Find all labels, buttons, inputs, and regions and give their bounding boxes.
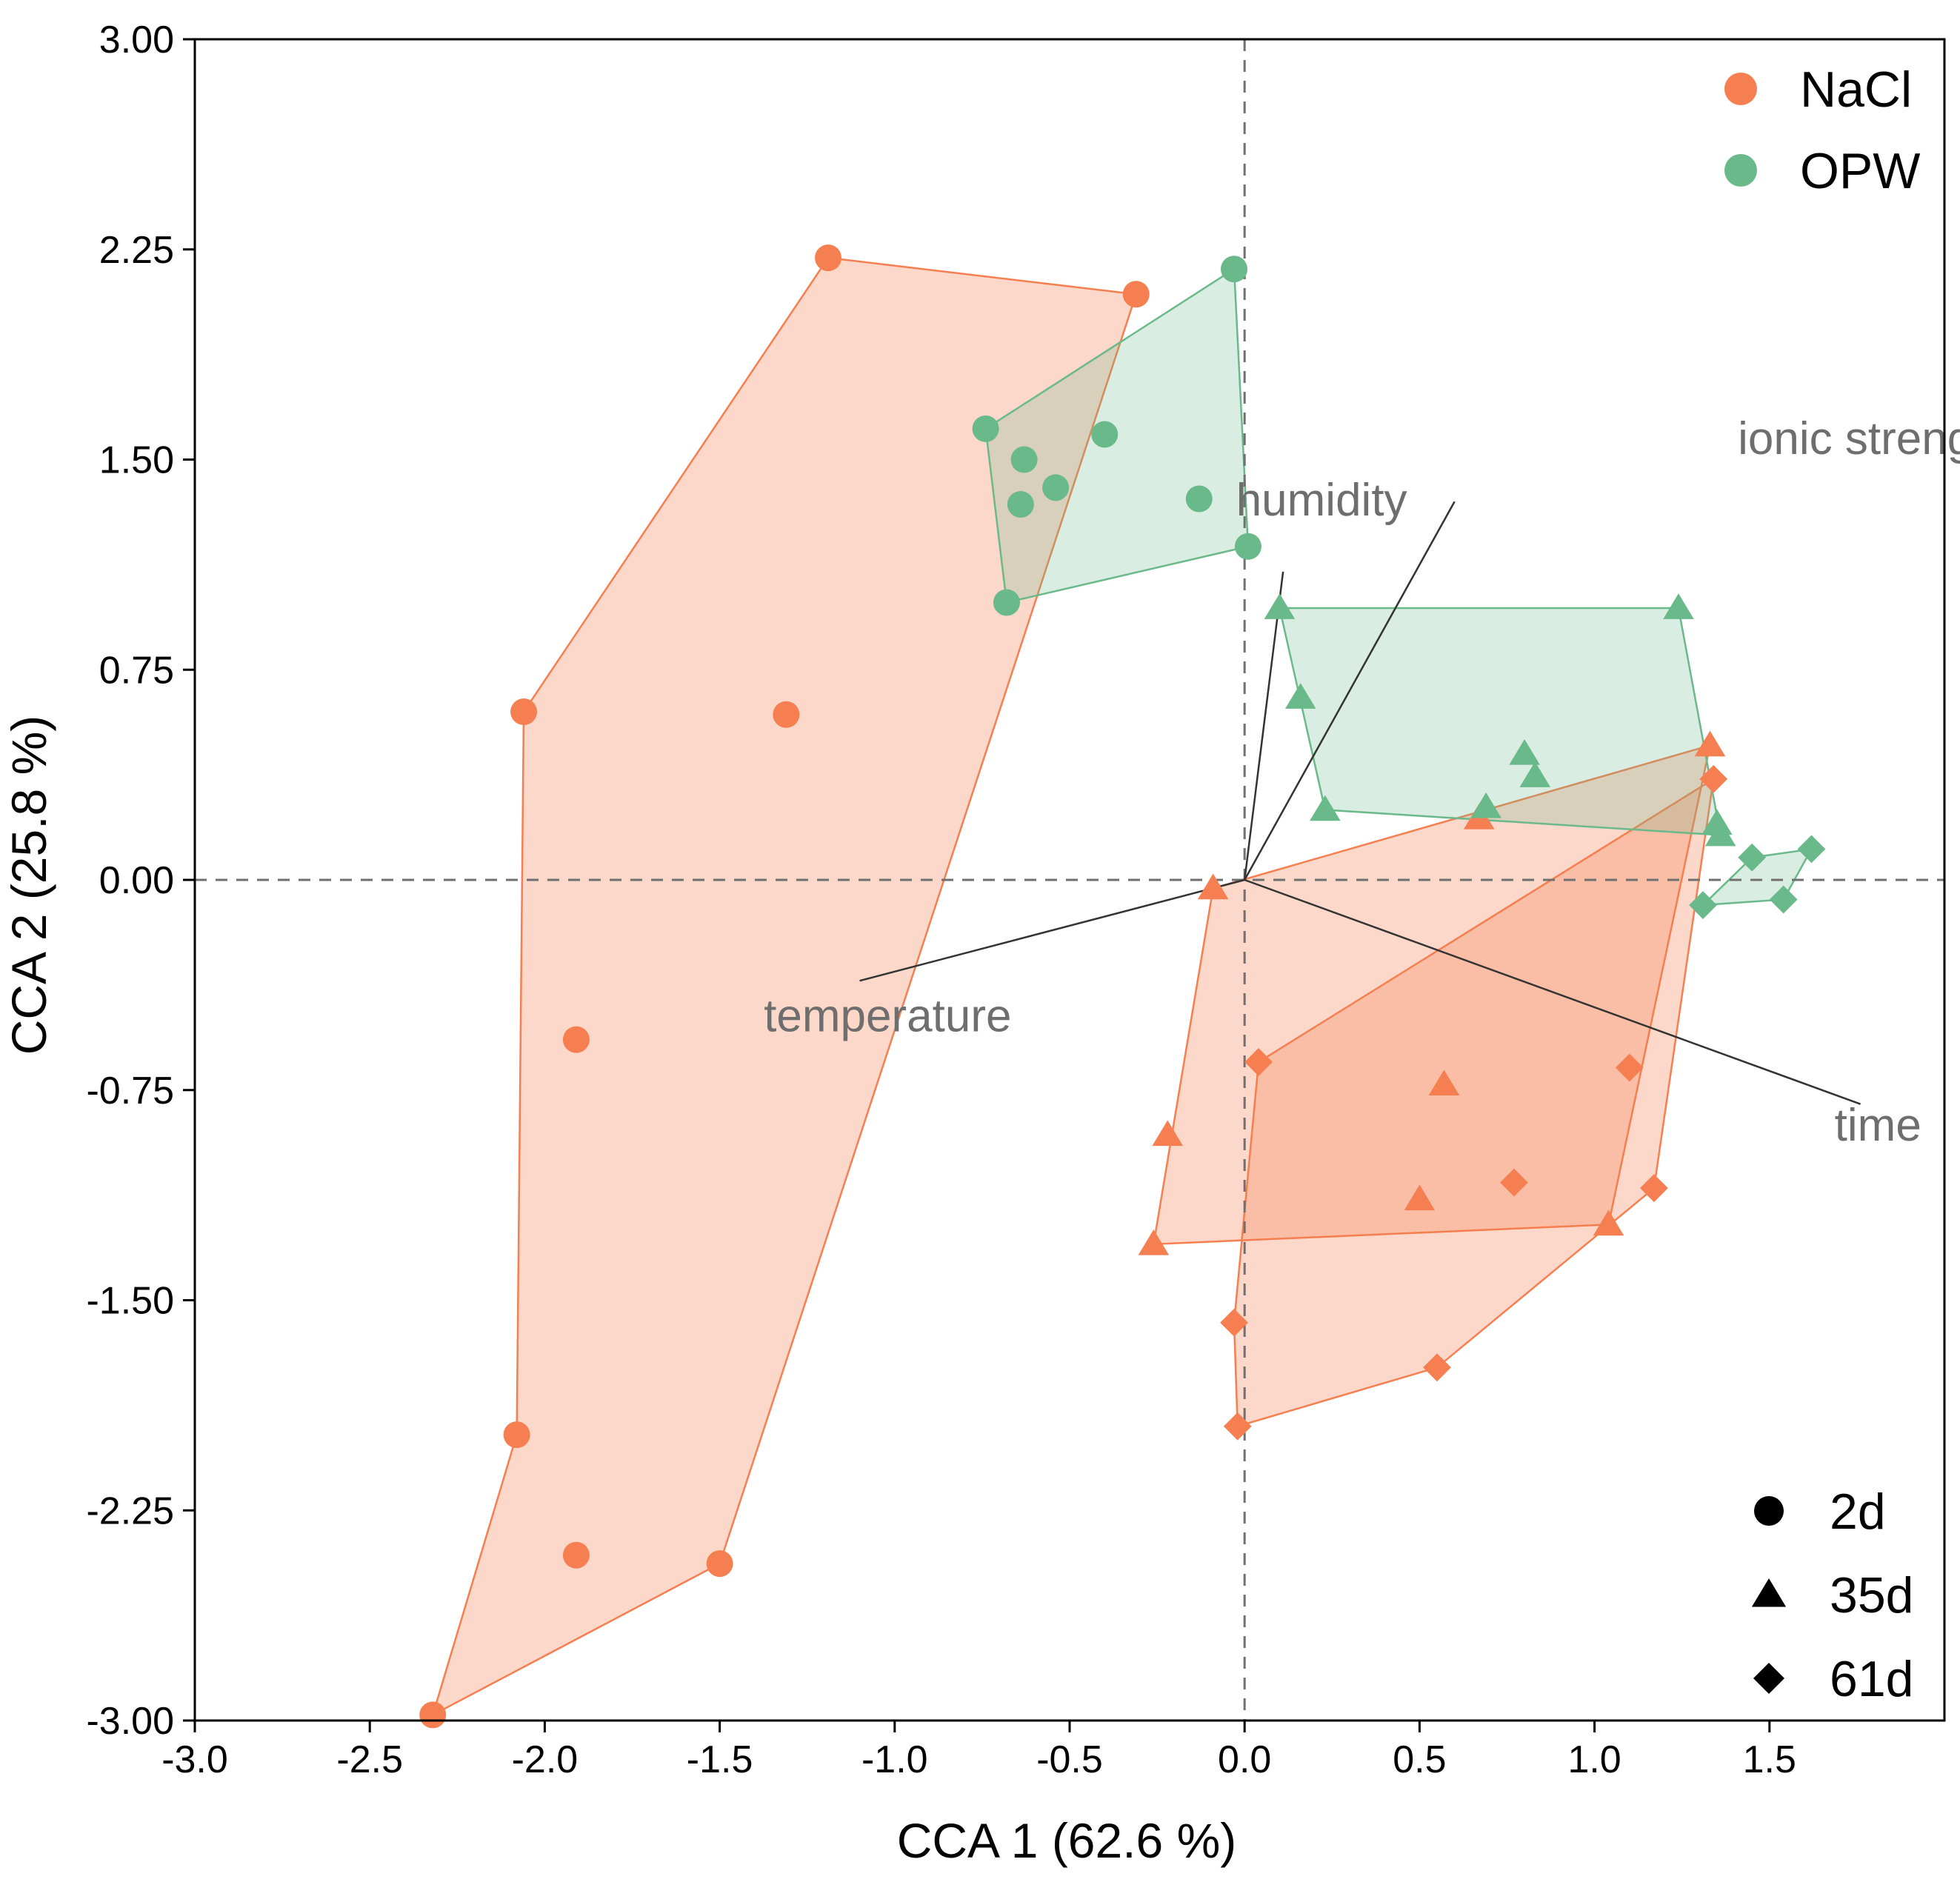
axes: -3.0 -2.5 -2.0 -1.5 -1.0 -0.5 0.0 0.5 1.0 1.5 3.00… — [86, 19, 1796, 1781]
opw-circle-point — [972, 415, 999, 442]
y-tick-label: 1.50 — [99, 439, 174, 482]
nacl-circle-point — [815, 244, 842, 272]
legend-circle-marker — [1754, 1496, 1784, 1526]
vector-ionic-strength — [1244, 501, 1456, 881]
opw-triangle-point — [1704, 820, 1736, 847]
opw-diamond-point — [1769, 885, 1798, 914]
x-tick-label: -2.5 — [336, 1738, 403, 1781]
y-tick-label: 2.25 — [99, 229, 174, 272]
opw-triangle-point — [1663, 593, 1694, 619]
opw-triangle-point — [1470, 792, 1501, 818]
legend-opw-label: OPW — [1800, 143, 1920, 199]
nacl-triangle-point — [1404, 1184, 1436, 1211]
legend-triangle-marker — [1751, 1578, 1787, 1607]
opw-circle-point — [1221, 256, 1248, 283]
nacl-circle-point — [1122, 281, 1150, 308]
legend-61d-label: 61d — [1830, 1651, 1913, 1707]
nacl-circle-point — [562, 1541, 590, 1569]
opw-diamond-point — [1797, 835, 1826, 864]
nacl-diamond-point — [1423, 1353, 1451, 1382]
opw-circle-point — [993, 589, 1020, 616]
nacl-circle-point — [510, 698, 538, 725]
nacl-diamond-point — [1220, 1308, 1248, 1337]
legend-groups: NaCl OPW — [1724, 61, 1920, 199]
vector-time — [1244, 878, 1861, 1105]
vector-label-temperature: temperature — [764, 990, 1011, 1041]
x-tick-label: 0.5 — [1393, 1738, 1446, 1781]
vector-label-humidity: humidity — [1236, 475, 1407, 526]
legend-2d-label: 2d — [1830, 1484, 1886, 1540]
nacl-circle-point — [706, 1550, 733, 1578]
x-axis-label: CCA 1 (62.6 %) — [897, 1813, 1237, 1868]
y-tick-label: 0.00 — [99, 859, 174, 902]
x-tick-label: -0.5 — [1036, 1738, 1103, 1781]
vector-label-time: time — [1835, 1100, 1921, 1151]
legend-nacl-marker — [1724, 73, 1757, 105]
vector-temperature — [859, 878, 1245, 982]
y-tick-label: -1.50 — [86, 1280, 174, 1323]
y-axis-label: CCA 2 (25.8 %) — [1, 715, 56, 1055]
y-tick-label: -3.00 — [86, 1700, 174, 1743]
y-tick-label: -0.75 — [86, 1070, 174, 1112]
x-tick-label: -1.5 — [687, 1738, 753, 1781]
legend-opw-marker — [1724, 154, 1757, 187]
nacl-diamond-point — [1223, 1412, 1252, 1441]
legend-shapes: 2d 35d 61d — [1751, 1484, 1913, 1707]
nacl-triangle-point — [1428, 1070, 1460, 1096]
opw-triangle-point — [1519, 761, 1551, 787]
legend-35d-label: 35d — [1830, 1567, 1913, 1624]
nacl-diamond-point — [1244, 1048, 1273, 1076]
opw-circle-point — [1042, 474, 1070, 501]
legend-nacl-label: NaCl — [1800, 61, 1912, 118]
opw-triangle-point — [1310, 795, 1341, 821]
opw-circle-point — [1007, 491, 1034, 518]
hull-layer — [431, 256, 1813, 1717]
nacl-triangle-point — [1138, 1229, 1170, 1255]
x-tick-label: 0.0 — [1218, 1738, 1271, 1781]
environmental-vectors: ionic strength humidity temperature time — [764, 413, 1960, 1151]
y-tick-label: 3.00 — [99, 19, 174, 61]
y-tick-label: 0.75 — [99, 649, 174, 692]
nacl-circle-point — [419, 1701, 447, 1729]
nacl-circle-point — [503, 1421, 530, 1449]
x-tick-label: -3.0 — [161, 1738, 228, 1781]
nacl-circle-point — [773, 701, 800, 728]
vector-label-ionic-strength: ionic strength — [1738, 413, 1960, 464]
nacl-diamond-point — [1699, 764, 1728, 793]
x-tick-label: -2.0 — [512, 1738, 579, 1781]
x-tick-label: 1.5 — [1743, 1738, 1796, 1781]
nacl-diamond-point — [1615, 1053, 1644, 1082]
opw-triangle-point — [1264, 593, 1296, 619]
nacl-diamond-point — [1500, 1168, 1528, 1197]
opw-triangle-point — [1284, 683, 1316, 709]
nacl-triangle-point — [1197, 873, 1229, 900]
opw-diamond-point — [1689, 891, 1717, 919]
opw-circle-point — [1010, 446, 1038, 473]
y-tick-label: -2.25 — [86, 1489, 174, 1532]
vector-humidity — [1243, 571, 1284, 881]
opw-diamond-point — [1738, 843, 1767, 872]
nacl-triangle-point — [1152, 1120, 1184, 1147]
nacl-triangle-point — [1593, 1209, 1624, 1236]
hull-opw-35d — [1278, 607, 1722, 836]
opw-circle-point — [1234, 533, 1261, 560]
opw-circle-point — [1185, 485, 1213, 513]
opw-triangle-point — [1509, 738, 1540, 765]
data-points — [419, 244, 1826, 1729]
opw-circle-point — [1091, 421, 1119, 448]
nacl-triangle-point — [1694, 730, 1726, 757]
x-tick-label: 1.0 — [1567, 1738, 1621, 1781]
nacl-circle-point — [562, 1026, 590, 1053]
x-tick-label: -1.0 — [861, 1738, 928, 1781]
legend-diamond-marker — [1753, 1663, 1784, 1694]
nacl-diamond-point — [1640, 1174, 1668, 1203]
